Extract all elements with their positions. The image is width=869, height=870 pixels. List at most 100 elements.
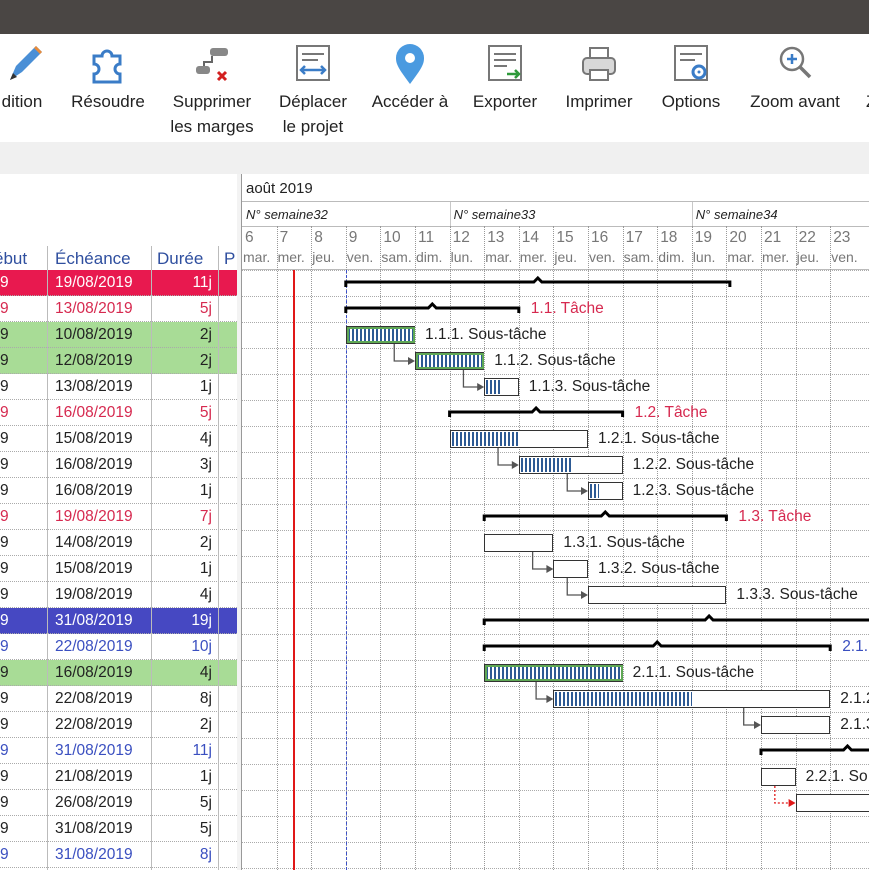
summary-bracket[interactable]	[482, 509, 728, 521]
task-bar[interactable]	[588, 482, 623, 500]
day-number: 23	[833, 229, 851, 246]
day-name: jeu.	[312, 249, 335, 265]
month-label: août 2019	[246, 180, 313, 197]
dependency-link[interactable]	[566, 578, 582, 596]
column-separator	[151, 270, 152, 870]
dependency-link[interactable]	[462, 370, 479, 388]
task-bar[interactable]	[553, 560, 588, 578]
dependency-link[interactable]	[535, 682, 548, 700]
pane-splitter[interactable]	[237, 174, 242, 870]
table-row[interactable]: 9 16/08/2019 1j	[0, 478, 237, 504]
task-bar[interactable]	[345, 326, 415, 344]
summary-bracket[interactable]	[344, 275, 732, 287]
table-row[interactable]: 9 26/08/2019 5j	[0, 790, 237, 816]
dependency-arrowhead	[408, 357, 415, 365]
dependency-link[interactable]	[393, 344, 409, 362]
exporter-button[interactable]: Exporter	[464, 34, 546, 142]
table-row[interactable]: 9 19/08/2019 11j	[0, 270, 237, 296]
imprimer-button[interactable]: Imprimer	[556, 34, 642, 142]
table-row[interactable]: 9 31/08/2019 11j	[0, 738, 237, 764]
table-row[interactable]: 9 13/08/2019 5j	[0, 296, 237, 322]
dependency-link[interactable]	[743, 708, 755, 726]
task-bar[interactable]	[484, 664, 623, 682]
summary-bracket[interactable]	[759, 743, 869, 755]
dependency-arrowhead	[581, 487, 588, 495]
supprimer-marges-button[interactable]: Supprimer les marges	[166, 34, 258, 142]
task-bar[interactable]	[484, 378, 519, 396]
table-row[interactable]: 9 16/08/2019 4j	[0, 660, 237, 686]
table-row[interactable]: 9 22/08/2019 2j	[0, 712, 237, 738]
supprimer-marges-label: Supprimer les marges	[170, 92, 254, 136]
day-number: 16	[591, 229, 609, 246]
task-bar[interactable]	[588, 586, 727, 604]
header-duree[interactable]: Durée	[157, 249, 204, 268]
table-row[interactable]: 9 21/08/2019 1j	[0, 764, 237, 790]
summary-bracket[interactable]	[448, 405, 625, 417]
zoom-avant-button[interactable]: Zoom avant	[742, 34, 848, 142]
gantt-overlay	[344, 275, 869, 807]
table-row[interactable]: 9 10/08/2019 2j	[0, 322, 237, 348]
table-row[interactable]: 9 15/08/2019 1j	[0, 556, 237, 582]
row-gridline	[242, 426, 869, 428]
remove-margins-icon	[196, 48, 228, 82]
header-echeance[interactable]: Échéance	[55, 249, 131, 268]
day-number: 9	[348, 229, 358, 246]
table-row[interactable]: 9 19/08/2019 7j	[0, 504, 237, 530]
table-row[interactable]: 9 31/08/2019 8j	[0, 842, 237, 868]
dependency-link[interactable]	[531, 552, 548, 570]
table-row[interactable]: 9 31/08/2019 19j	[0, 608, 237, 634]
task-bar[interactable]	[761, 716, 831, 734]
header-separator	[218, 246, 219, 270]
day-number: 15	[556, 229, 574, 246]
day-gridline	[311, 226, 313, 870]
options-button[interactable]: Options	[652, 34, 730, 142]
zoom-arriere-button[interactable]: Z	[860, 34, 869, 142]
due-date-cell: 16/08/2019	[55, 456, 133, 473]
summary-bracket[interactable]	[482, 639, 832, 651]
due-date-cell: 13/08/2019	[55, 378, 133, 395]
table-row[interactable]: 9 16/08/2019 3j	[0, 452, 237, 478]
day-gridline	[795, 226, 798, 870]
table-row[interactable]: 9 22/08/2019 10j	[0, 634, 237, 660]
summary-bracket[interactable]	[344, 301, 521, 313]
row-gridline	[242, 504, 869, 506]
task-bar[interactable]	[795, 794, 869, 812]
table-row[interactable]: 9 31/08/2019 5j	[0, 816, 237, 842]
summary-bracket[interactable]	[482, 613, 869, 625]
task-bar[interactable]	[761, 768, 796, 786]
table-row[interactable]: 9 15/08/2019 4j	[0, 426, 237, 452]
edition-button[interactable]: dition	[0, 34, 62, 142]
summary-label: 1.1. Tâche	[530, 300, 604, 317]
day-number: 8	[314, 229, 323, 246]
row-gridline	[242, 322, 869, 324]
row-gridline	[242, 556, 869, 558]
row-gridline	[242, 712, 869, 714]
task-bar[interactable]	[553, 690, 831, 708]
table-row[interactable]: 9 13/08/2019 1j	[0, 374, 237, 400]
header-debut[interactable]: ébut	[0, 249, 28, 268]
deplacer-projet-button[interactable]: Déplacer le projet	[270, 34, 356, 142]
duration-cell: 1j	[199, 560, 212, 577]
task-bar[interactable]	[518, 456, 623, 474]
table-row[interactable]: 9 16/08/2019 5j	[0, 400, 237, 426]
task-bar[interactable]	[484, 534, 554, 552]
acceder-a-button[interactable]: Accéder à	[366, 34, 454, 142]
table-row[interactable]: 9 12/08/2019 2j	[0, 348, 237, 374]
dependency-link[interactable]	[566, 474, 582, 492]
task-bar[interactable]	[415, 352, 485, 370]
table-row[interactable]: 9 22/08/2019 8j	[0, 686, 237, 712]
dependency-link[interactable]	[497, 448, 513, 466]
duration-cell: 2j	[199, 352, 212, 369]
puzzle-icon	[92, 49, 122, 84]
dependency-link[interactable]	[774, 786, 790, 804]
duration-cell: 11j	[192, 742, 212, 759]
day-number: 22	[798, 229, 816, 246]
table-row[interactable]: 9 19/08/2019 4j	[0, 582, 237, 608]
zoom-arriere-label: Z	[860, 89, 869, 114]
task-bar[interactable]	[449, 430, 588, 448]
row-gridline	[242, 530, 869, 532]
task-label: 1.1.2. Sous-tâche	[494, 352, 616, 369]
header-p[interactable]: P	[224, 249, 236, 268]
resoudre-button[interactable]: Résoudre	[66, 34, 150, 142]
table-row[interactable]: 9 14/08/2019 2j	[0, 530, 237, 556]
